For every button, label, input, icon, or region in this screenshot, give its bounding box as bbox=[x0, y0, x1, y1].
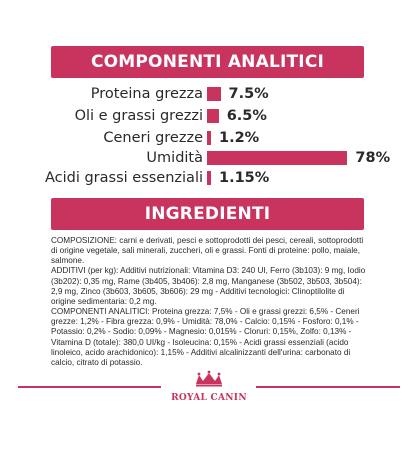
analytic-value: 1.15% bbox=[219, 170, 270, 186]
analytical-components-banner: COMPONENTI ANALITICI bbox=[51, 46, 364, 78]
analytic-bar bbox=[207, 131, 211, 145]
analytic-value: 6.5% bbox=[226, 108, 267, 124]
ingredients-text: COMPOSIZIONE: carni e derivati, pesci e … bbox=[51, 236, 367, 368]
analytic-value: 78% bbox=[355, 150, 391, 166]
analytic-bar bbox=[207, 109, 219, 123]
ingredients-banner: INGREDIENTI bbox=[51, 198, 364, 230]
analytic-row-moisture: Umidità 78% bbox=[0, 148, 416, 168]
additives-paragraph: ADDITIVI (per kg): Additivi nutrizionali… bbox=[51, 266, 366, 306]
analytic-label: Acidi grassi essenziali bbox=[44, 170, 203, 186]
footer-divider-left bbox=[18, 386, 161, 388]
analytical-components-paragraph: COMPONENTI ANALITICI: Proteina grezza: 7… bbox=[51, 307, 360, 367]
analytic-row-fat: Oli e grassi grezzi 6.5% bbox=[0, 106, 416, 126]
analytic-bar bbox=[207, 171, 211, 185]
analytic-bar bbox=[207, 87, 221, 101]
analytic-row-protein: Proteina grezza 7.5% bbox=[0, 84, 416, 104]
analytic-label: Ceneri grezze bbox=[103, 130, 203, 146]
analytic-value: 7.5% bbox=[228, 86, 269, 102]
analytic-label: Proteina grezza bbox=[90, 86, 203, 102]
analytic-bar bbox=[207, 151, 348, 165]
footer-divider-right bbox=[256, 386, 400, 388]
svg-text:ROYAL CANIN: ROYAL CANIN bbox=[171, 393, 247, 403]
analytic-label: Oli e grassi grezzi bbox=[74, 108, 203, 124]
royal-canin-logo: ROYAL CANIN bbox=[171, 370, 247, 403]
composition-paragraph: COMPOSIZIONE: carni e derivati, pesci e … bbox=[51, 236, 364, 266]
analytic-row-ash: Ceneri grezze 1.2% bbox=[0, 128, 416, 148]
analytic-label: Umidità bbox=[146, 150, 203, 166]
analytic-value: 1.2% bbox=[219, 130, 260, 146]
analytic-row-essential-fatty-acids: Acidi grassi essenziali 1.15% bbox=[0, 168, 416, 188]
